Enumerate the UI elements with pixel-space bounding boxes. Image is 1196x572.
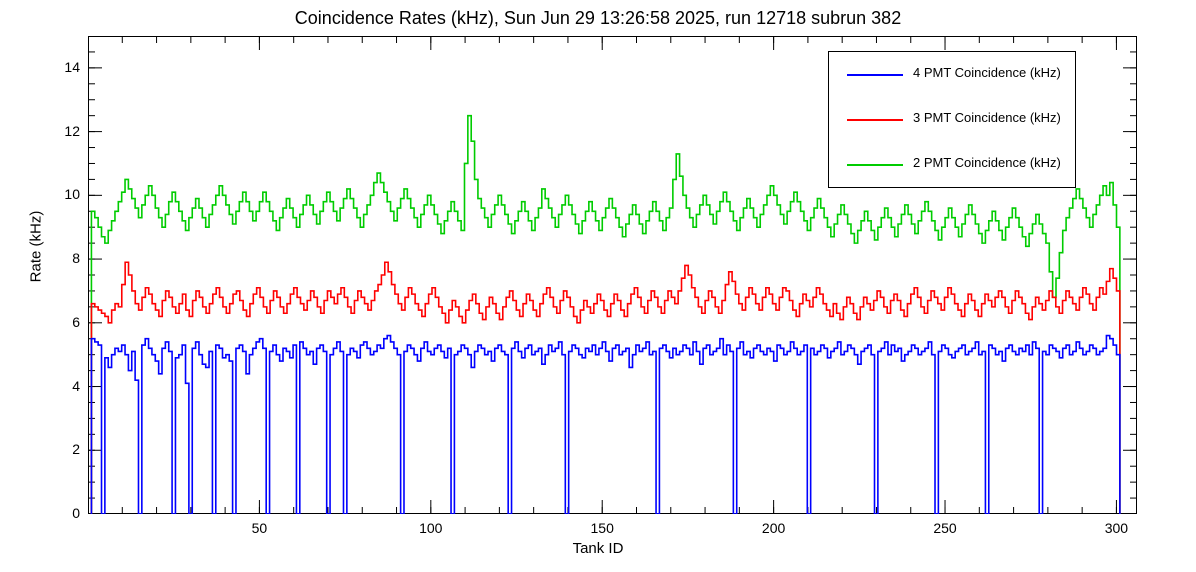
chart-title: Coincidence Rates (kHz), Sun Jun 29 13:2… <box>294 8 902 28</box>
y-tick-label: 12 <box>64 122 80 139</box>
y-tick-label: 10 <box>64 186 80 203</box>
legend-color-line-1 <box>847 119 903 121</box>
series-layer <box>90 114 1121 514</box>
series-line-2 <box>90 114 1121 514</box>
x-tick-label: 250 <box>933 520 957 536</box>
x-tick-label: 100 <box>419 520 443 536</box>
series-line-1 <box>90 261 1121 514</box>
legend-color-line-2 <box>847 164 903 166</box>
legend-color-line-0 <box>847 74 903 76</box>
y-tick-label: 6 <box>72 313 80 330</box>
legend: 4 PMT Coincidence (kHz) 3 PMT Coincidenc… <box>828 51 1076 188</box>
y-tick-label: 2 <box>72 441 80 458</box>
x-tick-label: 150 <box>590 520 614 536</box>
y-tick-label: 0 <box>72 505 80 521</box>
x-axis-label: Tank ID <box>572 540 624 557</box>
x-tick-label: 300 <box>1104 520 1129 536</box>
y-axis-label: Rate (kHz) <box>27 210 45 283</box>
series-line-0 <box>90 334 1121 514</box>
legend-entry: 3 PMT Coincidence (kHz) <box>829 97 1077 142</box>
legend-label-1: 3 PMT Coincidence (kHz) <box>913 110 1061 125</box>
legend-label-2: 2 PMT Coincidence (kHz) <box>913 155 1061 170</box>
legend-entry: 4 PMT Coincidence (kHz) <box>829 52 1077 97</box>
x-tick-label: 200 <box>761 520 786 536</box>
y-tick-label: 8 <box>72 250 80 267</box>
legend-label-0: 4 PMT Coincidence (kHz) <box>913 65 1061 80</box>
y-tick-label: 14 <box>64 58 80 75</box>
plot-canvas <box>88 36 1137 514</box>
legend-entry: 2 PMT Coincidence (kHz) <box>829 142 1077 187</box>
y-tick-label: 4 <box>72 377 80 394</box>
x-tick-label: 50 <box>251 520 268 536</box>
